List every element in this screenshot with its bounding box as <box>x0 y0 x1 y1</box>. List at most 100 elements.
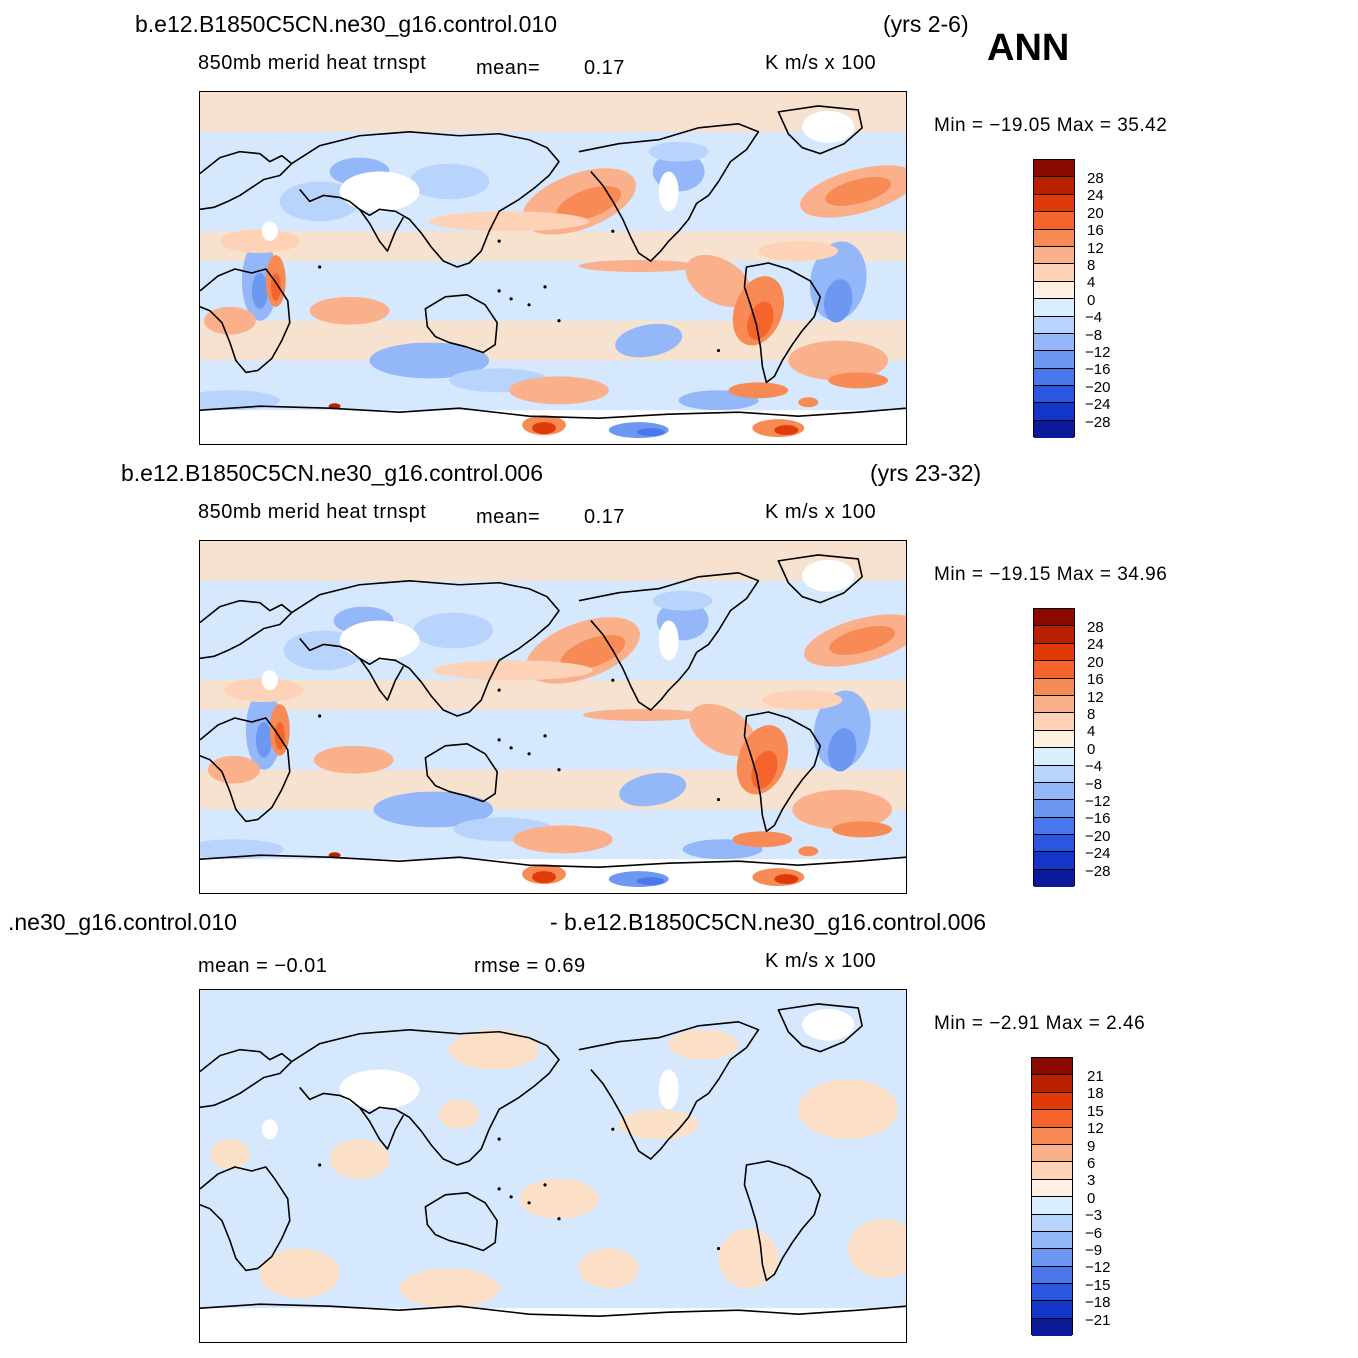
colorbar-tick-label: 8 <box>1087 706 1096 723</box>
colorbar-swatch <box>1032 1092 1072 1111</box>
panel2-mean-label: mean= <box>476 506 541 528</box>
colorbar-swatch <box>1034 351 1074 369</box>
panel3-units: K m/s x 100 <box>765 950 877 972</box>
panel1-minmax: Min = −19.05 Max = 35.42 <box>934 115 1168 136</box>
colorbar-tick-label: −6 <box>1085 1224 1103 1242</box>
colorbar-tick-label: −16 <box>1085 361 1111 379</box>
panel1-colorbar <box>1033 159 1075 439</box>
colorbar-tick-label: 9 <box>1087 1137 1096 1155</box>
panel2-years: (yrs 23-32) <box>870 460 982 486</box>
panel2-minmax: Min = −19.15 Max = 34.96 <box>934 564 1168 585</box>
colorbar-tick-label: −18 <box>1085 1294 1111 1312</box>
colorbar-swatch <box>1034 782 1074 801</box>
colorbar-tick-label: 0 <box>1087 291 1096 309</box>
colorbar-tick-label: 4 <box>1087 723 1096 741</box>
colorbar-tick-label: −12 <box>1085 1259 1111 1277</box>
colorbar-swatch <box>1034 299 1074 317</box>
colorbar-swatch <box>1034 713 1074 731</box>
colorbar-tick-label: 21 <box>1087 1068 1104 1085</box>
colorbar-tick-label: 0 <box>1087 740 1096 758</box>
colorbar-swatch <box>1032 1110 1072 1128</box>
panel2-colorbar <box>1033 608 1075 888</box>
panel3-case-left: .ne30_g16.control.010 <box>8 909 237 935</box>
colorbar-tick-label: −12 <box>1085 793 1111 810</box>
colorbar-tick-label: 16 <box>1087 222 1104 240</box>
colorbar-swatch <box>1034 246 1074 265</box>
colorbar-swatch <box>1034 748 1074 766</box>
panel3-minmax: Min = −2.91 Max = 2.46 <box>934 1013 1146 1034</box>
panel2-units: K m/s x 100 <box>765 501 877 523</box>
colorbar-swatch <box>1034 264 1074 282</box>
panel1-mean-label: mean= <box>476 57 541 79</box>
colorbar-tick-label: −16 <box>1085 810 1111 828</box>
colorbar-tick-label: 3 <box>1087 1172 1096 1190</box>
panel1-map <box>199 91 907 445</box>
colorbar-swatch <box>1034 835 1074 853</box>
panel1-variable: 850mb merid heat trnspt <box>198 52 427 74</box>
colorbar-tick-label: 15 <box>1087 1102 1104 1120</box>
colorbar-tick-label: 20 <box>1087 653 1104 671</box>
colorbar-tick-label: −20 <box>1085 378 1111 396</box>
panel1-mean-value: 0.17 <box>584 57 625 79</box>
colorbar-tick-label: 16 <box>1087 671 1104 689</box>
colorbar-swatch <box>1034 281 1074 300</box>
colorbar-tick-label: 28 <box>1087 170 1104 187</box>
panel3-map <box>199 989 907 1343</box>
colorbar-swatch <box>1032 1284 1072 1302</box>
colorbar-tick-label: 24 <box>1087 187 1104 205</box>
panel2-case-title: b.e12.B1850C5CN.ne30_g16.control.006 <box>121 460 543 486</box>
colorbar-tick-label: −9 <box>1085 1242 1103 1259</box>
panel1-years: (yrs 2-6) <box>883 11 969 37</box>
colorbar-swatch <box>1034 695 1074 714</box>
colorbar-swatch <box>1034 800 1074 818</box>
colorbar-swatch <box>1034 817 1074 836</box>
panel1-units: K m/s x 100 <box>765 52 877 74</box>
panel3-map-svg <box>200 990 906 1342</box>
colorbar-swatch <box>1034 626 1074 644</box>
colorbar-tick-label: 4 <box>1087 274 1096 292</box>
panel3-mean: mean = −0.01 <box>198 955 328 977</box>
colorbar-swatch <box>1034 609 1074 627</box>
colorbar-swatch <box>1034 403 1074 421</box>
colorbar-swatch <box>1034 194 1074 213</box>
colorbar-swatch <box>1034 368 1074 387</box>
colorbar-tick-label: −8 <box>1085 326 1103 344</box>
panel3-colorbar <box>1031 1057 1073 1337</box>
colorbar-tick-label: 28 <box>1087 619 1104 636</box>
colorbar-swatch <box>1032 1144 1072 1163</box>
colorbar-swatch <box>1034 316 1074 334</box>
colorbar-swatch <box>1032 1127 1072 1145</box>
colorbar-swatch <box>1034 229 1074 247</box>
colorbar-tick-label: −24 <box>1085 396 1111 414</box>
colorbar-swatch <box>1034 177 1074 195</box>
colorbar-swatch <box>1034 333 1074 352</box>
colorbar-swatch <box>1032 1179 1072 1198</box>
colorbar-swatch <box>1032 1197 1072 1215</box>
panel2-map <box>199 540 907 894</box>
panel3-case-right: - b.e12.B1850C5CN.ne30_g16.control.006 <box>550 909 987 935</box>
colorbar-tick-label: −20 <box>1085 827 1111 845</box>
colorbar-tick-label: 12 <box>1087 1120 1104 1138</box>
colorbar-tick-label: 18 <box>1087 1085 1104 1103</box>
colorbar-tick-label: −4 <box>1085 309 1103 327</box>
colorbar-swatch <box>1032 1214 1072 1232</box>
colorbar-swatch <box>1032 1318 1072 1337</box>
colorbar-tick-label: 8 <box>1087 257 1096 274</box>
colorbar-swatch <box>1032 1058 1072 1076</box>
colorbar-swatch <box>1032 1162 1072 1180</box>
colorbar-tick-label: 12 <box>1087 688 1104 706</box>
colorbar-swatch <box>1034 765 1074 783</box>
colorbar-tick-label: 0 <box>1087 1189 1096 1207</box>
colorbar-tick-label: 20 <box>1087 204 1104 222</box>
colorbar-swatch <box>1032 1301 1072 1319</box>
colorbar-tick-label: 6 <box>1087 1155 1096 1172</box>
colorbar-swatch <box>1034 160 1074 178</box>
colorbar-tick-label: −28 <box>1085 862 1111 880</box>
colorbar-swatch <box>1032 1231 1072 1250</box>
colorbar-swatch <box>1032 1075 1072 1093</box>
colorbar-tick-label: −8 <box>1085 775 1103 793</box>
colorbar-tick-label: 24 <box>1087 636 1104 654</box>
panel2-variable: 850mb merid heat trnspt <box>198 501 427 523</box>
colorbar-tick-label: −24 <box>1085 845 1111 863</box>
panel3-rmse: rmse = 0.69 <box>474 955 586 977</box>
